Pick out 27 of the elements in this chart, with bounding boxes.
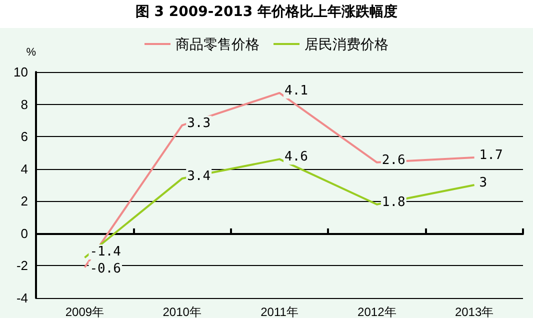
y-tick-label: 2 [20,194,28,209]
y-tick-label: 8 [20,96,28,112]
annotation: 4.6 [284,150,308,165]
x-tick-label: 2012年 [358,305,396,319]
x-tick-label: 2010年 [162,305,202,319]
annotation: 1.7 [479,148,503,164]
y-tick-label: -2 [16,258,28,274]
annotation: -0.6 [90,261,122,276]
y-tick-label: 0 [20,226,28,241]
legend-label: 居民消费价格 [304,36,388,52]
annotation: 3 [479,176,488,190]
x-tick-label: 2009年 [65,305,104,319]
annotation: 4.1 [284,83,308,98]
y-tick-label: 6 [20,129,28,144]
y-tick-label: 4 [20,161,28,176]
annotation: 3.4 [187,169,211,184]
x-tick-label: 2013年 [454,305,494,319]
annotation: -1.4 [90,244,122,260]
annotation: 2.6 [382,152,406,168]
chart-title: 图 3 2009-2013 年价格比上年涨跌幅度 [134,2,399,22]
annotation: 1.8 [382,194,406,210]
y-axis-title: % [26,46,36,58]
y-tick-label: -4 [16,290,28,306]
annotation: 3.3 [187,116,211,131]
y-tick-label: 10 [14,64,28,80]
x-tick-label: 2011年 [260,305,298,319]
legend-label: 商品零售价格 [176,36,260,52]
